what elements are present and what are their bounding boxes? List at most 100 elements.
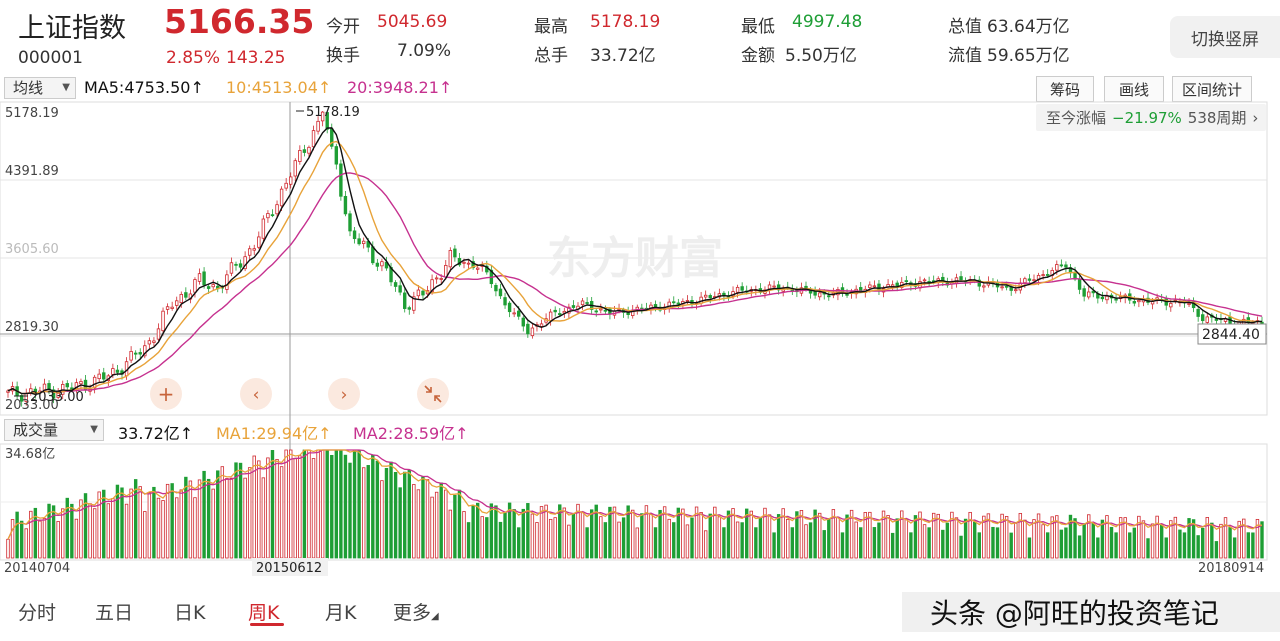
tab-daily-k[interactable]: 日K: [174, 602, 206, 624]
volume-indicator-selector[interactable]: 成交量 ▼: [4, 419, 104, 441]
volume-bar: [320, 449, 325, 559]
volume-bar: [667, 518, 671, 559]
candle-body: [982, 285, 986, 288]
volume-bar: [384, 467, 389, 559]
volume-bar: [480, 516, 484, 559]
candle-body: [1000, 286, 1004, 289]
current-price-box: [1197, 323, 1267, 345]
tab-intraday[interactable]: 分时: [18, 602, 57, 624]
draw-line-button[interactable]: 画线: [1104, 76, 1164, 102]
volume-bar: [298, 455, 302, 559]
candle-body: [512, 312, 516, 315]
volume-bar: [1036, 513, 1041, 559]
volume-bar: [872, 527, 877, 559]
volume-ma2-line: [7, 449, 1263, 540]
volume-bar: [1073, 518, 1077, 559]
volume-bar: [507, 502, 512, 559]
tab-more[interactable]: 更多◢: [393, 598, 439, 625]
indicator-selector-label: 均线: [13, 79, 44, 97]
volume-bar: [913, 515, 918, 559]
candle-body: [202, 271, 206, 286]
volume-bar: [1128, 532, 1132, 559]
kline-chart[interactable]: 东方财富 5178.19 4391.89 3605.60 2819.30 203…: [0, 0, 1280, 590]
candle-body: [676, 302, 681, 305]
volume-bar: [722, 527, 726, 559]
range-periods: 538周期: [1187, 109, 1247, 127]
volume-bar: [1178, 529, 1182, 559]
chart-grid: [0, 101, 1268, 561]
volume-bar: [854, 521, 858, 559]
pan-left-button[interactable]: ‹: [240, 378, 272, 410]
volume-bar: [1228, 527, 1232, 559]
volume-bar: [904, 519, 909, 559]
volume-bar: [1173, 516, 1178, 559]
volume-bar: [571, 512, 576, 559]
volume-bar: [434, 491, 439, 559]
switch-portrait-button[interactable]: 切换竖屏: [1170, 16, 1280, 58]
volume-ma1-line: [7, 449, 1263, 540]
candle-body: [585, 302, 589, 304]
volume-toolbar: 成交量 ▼ 33.72亿↑ MA1:29.94亿↑ MA2:28.59亿↑: [0, 418, 1280, 444]
volume-bar: [900, 510, 904, 559]
volume-bar: [781, 508, 785, 559]
volume-bar: [1150, 523, 1155, 559]
candle-body: [261, 218, 266, 239]
volume-bar: [731, 508, 735, 559]
volume-bar: [51, 505, 56, 559]
volume-bar: [416, 489, 421, 559]
candle-body: [234, 263, 238, 266]
indicator-selector[interactable]: 均线 ▼: [4, 77, 76, 99]
collapse-icon: [424, 385, 442, 403]
ma5-line: [7, 127, 1263, 396]
volume-bar: [47, 503, 51, 559]
chevron-right-icon: ›: [341, 385, 348, 405]
stat-label-total-volume: 总手: [534, 46, 568, 66]
volume-bar: [963, 518, 968, 559]
pan-right-button[interactable]: ›: [328, 378, 360, 410]
volume-bar: [868, 511, 872, 559]
candle-body: [357, 238, 361, 245]
candle-body: [740, 286, 744, 291]
tab-monthly-k[interactable]: 月K: [325, 602, 357, 624]
candle-body: [275, 204, 279, 215]
volume-bar: [24, 528, 28, 559]
zoom-in-button[interactable]: +: [150, 378, 182, 410]
ma20-value: 20:3948.21↑: [347, 78, 453, 97]
author-watermark: 头条 @阿旺的投资笔记: [930, 597, 1219, 630]
volume-bar: [580, 511, 585, 559]
volume-bar: [767, 514, 772, 559]
candle-body: [872, 285, 877, 288]
candle-body: [1064, 264, 1068, 268]
candle-body: [868, 284, 872, 288]
x-label-start: 20140704: [4, 561, 70, 576]
candle-body: [1260, 321, 1264, 324]
volume-bar: [115, 484, 120, 559]
candle-body: [539, 323, 544, 327]
tab-weekly-k[interactable]: 周K: [248, 602, 280, 624]
tab-five-day[interactable]: 五日: [95, 602, 134, 624]
volume-bar: [608, 506, 612, 559]
volume-bar: [521, 508, 525, 559]
volume-bar: [662, 506, 667, 559]
candle-body: [398, 285, 402, 293]
candle-body: [175, 300, 179, 306]
volume-bar: [772, 532, 776, 559]
volume-bar: [799, 509, 804, 559]
volume-bar: [612, 506, 617, 559]
candle-body: [1100, 296, 1105, 300]
candle-body: [703, 294, 708, 298]
volume-bar: [795, 511, 799, 559]
volume-bar: [1064, 527, 1068, 559]
volume-bar: [133, 479, 138, 559]
volume-bar: [202, 470, 206, 559]
volume-bar: [1251, 532, 1255, 559]
zoom-out-button[interactable]: [417, 378, 449, 410]
volume-bar: [1014, 522, 1018, 559]
volume-bar: [475, 502, 480, 559]
range-change-box[interactable]: 至今涨幅 −21.97% 538周期 ›: [1036, 104, 1266, 131]
candle-body: [434, 277, 439, 280]
brand-watermark: 东方财富: [547, 233, 723, 284]
volume-bar: [1114, 532, 1118, 559]
candle-body: [302, 149, 307, 153]
volume-bar: [403, 471, 407, 559]
